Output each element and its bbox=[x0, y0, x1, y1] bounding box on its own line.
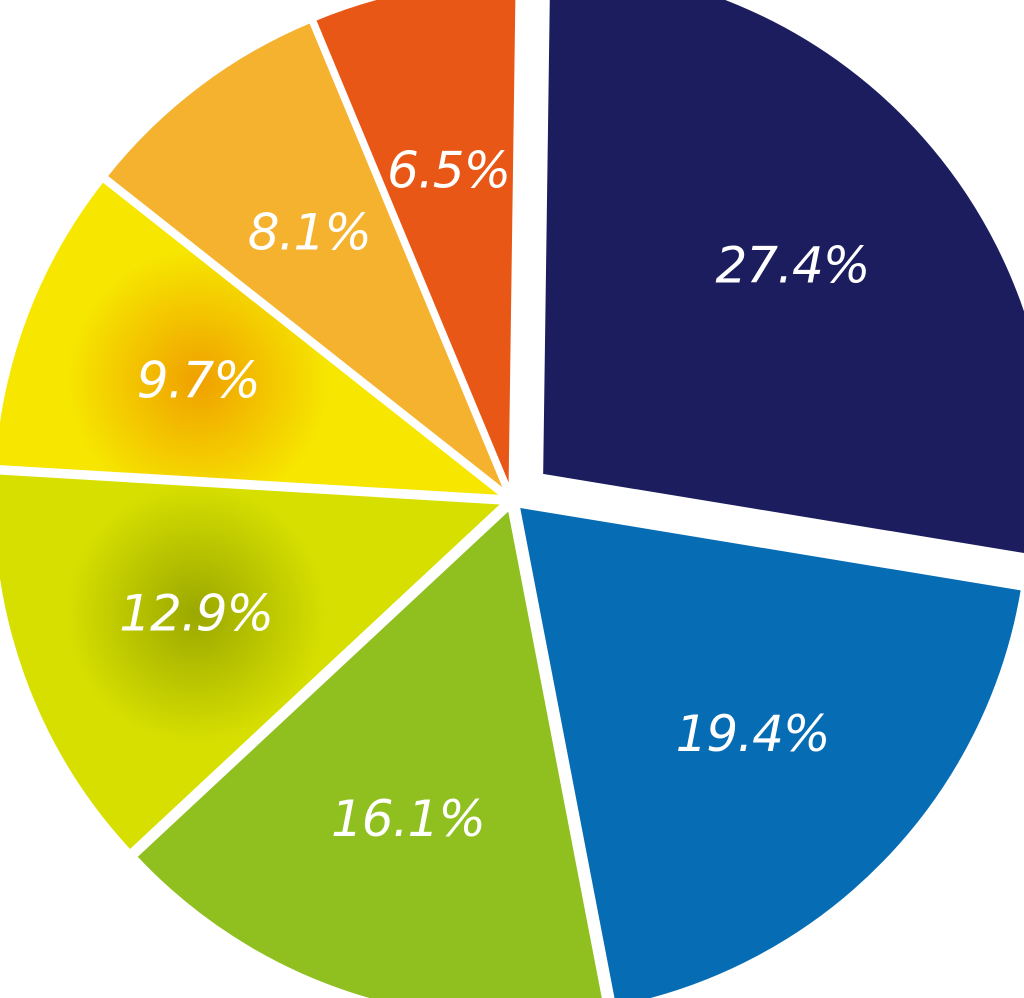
pie-slice-label-3: 16.1% bbox=[331, 790, 485, 848]
pie-slice-1 bbox=[539, 0, 1024, 558]
pie-slice-4 bbox=[0, 470, 510, 855]
pie-slice-label-7: 6.5% bbox=[387, 141, 510, 199]
pie-slice-7 bbox=[311, 0, 520, 493]
pie-slice-5 bbox=[0, 177, 511, 500]
pie-slice-label-5: 9.7% bbox=[137, 352, 260, 410]
pie-slice-label-1: 27.4% bbox=[715, 236, 869, 294]
pie-slice-label-4: 12.9% bbox=[119, 585, 273, 643]
pie-slice-label-2: 19.4% bbox=[676, 705, 830, 763]
pie-slice-3 bbox=[132, 503, 606, 998]
labels-layer: 27.4% 19.4% 16.1% 12.9% 9.7% 8.1% 6.5% bbox=[119, 141, 870, 848]
pie-slice-label-6: 8.1% bbox=[248, 203, 371, 261]
pie-slice-2 bbox=[515, 503, 1024, 998]
pie-slice-6 bbox=[102, 18, 512, 500]
